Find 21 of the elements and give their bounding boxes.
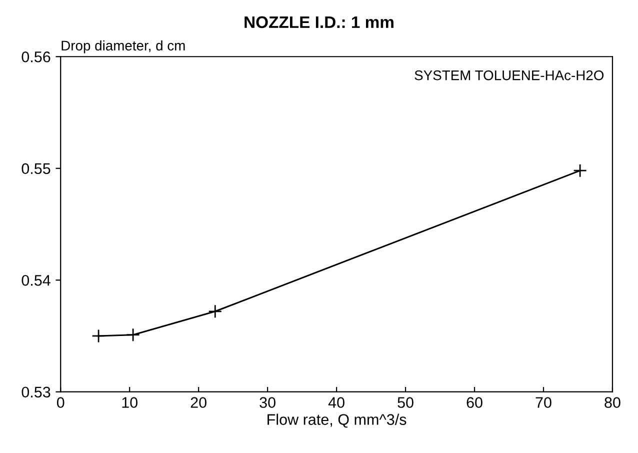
x-tick-label: 60 [466,397,482,408]
x-tick-label: 50 [398,397,414,408]
y-tick-label: 0.54 [22,274,50,286]
annotation: SYSTEM TOLUENE-HAc-H2O [414,70,604,80]
y-tick-label: 0.55 [22,163,50,174]
point [208,304,222,318]
y-tick-label: 0.56 [22,51,50,62]
point [126,328,140,342]
y-tick-label: 0.53 [22,386,50,398]
point [92,329,106,343]
x-tick-label: 30 [260,397,276,408]
x-tick-label: 40 [328,397,344,408]
x-tick-label: 10 [122,397,138,408]
x-tick-label: 20 [190,397,206,408]
x-tick-label: 80 [604,397,620,408]
chart-title: NOZZLE I.D.: 1 mm [244,16,394,28]
x-tick-label: 0 [56,397,64,408]
x-axis-title: Flow rate, Q mm^3/s [268,414,406,428]
point [573,164,588,178]
x-tick-label: 70 [536,397,552,408]
y-axis-title: Drop diameter, d cm [62,40,185,54]
